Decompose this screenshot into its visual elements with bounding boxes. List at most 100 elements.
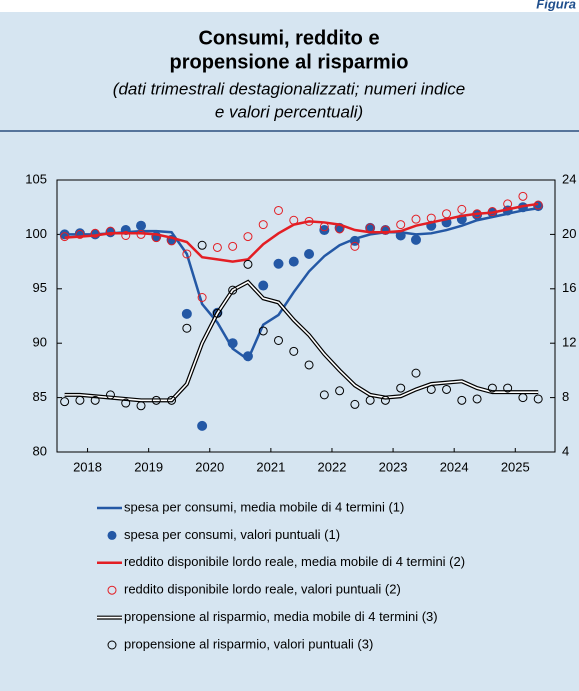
y2-tick-label: 16	[562, 280, 576, 295]
series-line	[64, 281, 539, 402]
open-point	[167, 395, 177, 405]
open-point	[151, 395, 161, 405]
legend-swatch	[107, 640, 117, 650]
legend-label: propensione al risparmio, media mobile d…	[124, 609, 438, 624]
x-tick-label: 2023	[379, 459, 408, 474]
open-point	[426, 213, 436, 223]
y2-tick-label: 24	[562, 171, 576, 186]
open-point	[258, 220, 268, 230]
legend-label: reddito disponibile lordo reale, media m…	[124, 554, 465, 569]
open-point	[396, 383, 406, 393]
open-point	[319, 222, 329, 232]
y2-tick-label: 4	[562, 443, 569, 458]
open-point	[90, 228, 100, 238]
point	[304, 248, 315, 259]
open-point	[457, 395, 467, 405]
open-point	[90, 395, 100, 405]
open-point	[396, 220, 406, 230]
open-point	[350, 241, 360, 251]
point	[242, 351, 253, 362]
open-point	[487, 207, 497, 217]
open-point	[335, 224, 345, 234]
open-point	[167, 236, 177, 246]
open-point	[289, 215, 299, 225]
open-point	[60, 232, 70, 242]
open-point	[380, 395, 390, 405]
open-point	[228, 241, 238, 251]
open-point	[380, 225, 390, 235]
open-point	[335, 386, 345, 396]
open-point	[258, 326, 268, 336]
y-tick-label: 95	[33, 280, 47, 295]
open-point	[274, 205, 284, 215]
x-tick-label: 2024	[440, 459, 469, 474]
open-point	[136, 229, 146, 239]
open-point	[197, 293, 207, 303]
open-point	[319, 390, 329, 400]
open-point	[503, 199, 513, 209]
open-point	[304, 216, 314, 226]
y2-tick-label: 20	[562, 226, 576, 241]
legend-label: reddito disponibile lordo reale, valori …	[124, 582, 401, 597]
open-point	[533, 200, 543, 210]
open-point	[197, 240, 207, 250]
open-point	[518, 393, 528, 403]
open-point	[426, 384, 436, 394]
open-point	[411, 368, 421, 378]
y-tick-label: 85	[33, 389, 47, 404]
open-point	[151, 233, 161, 243]
open-point	[121, 230, 131, 240]
legend-swatch	[107, 530, 117, 540]
open-point	[75, 229, 85, 239]
legend-swatch	[107, 585, 117, 595]
open-point	[442, 209, 452, 219]
open-point	[105, 390, 115, 400]
y-tick-label: 90	[33, 335, 47, 350]
open-point	[533, 394, 543, 404]
chart-title: propensione al risparmio	[170, 51, 409, 73]
y-tick-label: 80	[33, 443, 47, 458]
open-point	[75, 395, 85, 405]
open-point	[304, 360, 314, 370]
open-point	[243, 259, 253, 269]
x-tick-label: 2022	[318, 459, 347, 474]
point	[273, 258, 284, 269]
x-tick-label: 2020	[195, 459, 224, 474]
open-point	[182, 323, 192, 333]
open-point	[121, 398, 131, 408]
point	[319, 225, 330, 236]
point	[136, 220, 147, 231]
point	[410, 234, 421, 245]
point	[258, 280, 269, 291]
series-line	[64, 202, 539, 263]
open-point	[60, 397, 70, 407]
open-point	[228, 285, 238, 295]
open-point	[182, 249, 192, 259]
x-tick-label: 2025	[501, 459, 530, 474]
open-point	[365, 395, 375, 405]
open-point	[105, 226, 115, 236]
open-point	[442, 384, 452, 394]
x-tick-label: 2019	[134, 459, 163, 474]
point	[227, 338, 238, 349]
open-point	[518, 191, 528, 201]
y-tick-label: 100	[25, 226, 47, 241]
point	[197, 420, 208, 431]
open-point	[289, 346, 299, 356]
open-point	[212, 308, 222, 318]
chart-subtitle: e valori percentuali)	[215, 102, 363, 121]
figure-label: Figura	[536, 0, 576, 11]
point	[288, 256, 299, 267]
open-point	[365, 223, 375, 233]
legend-label: spesa per consumi, media mobile di 4 ter…	[124, 499, 404, 514]
open-point	[457, 204, 467, 214]
open-point	[136, 401, 146, 411]
point	[181, 308, 192, 319]
open-point	[212, 242, 222, 252]
open-point	[503, 383, 513, 393]
x-tick-label: 2021	[256, 459, 285, 474]
y-tick-label: 105	[25, 171, 47, 186]
open-point	[243, 232, 253, 242]
chart-title: Consumi, reddito e	[198, 27, 379, 49]
legend-label: propensione al risparmio, valori puntual…	[124, 636, 373, 651]
